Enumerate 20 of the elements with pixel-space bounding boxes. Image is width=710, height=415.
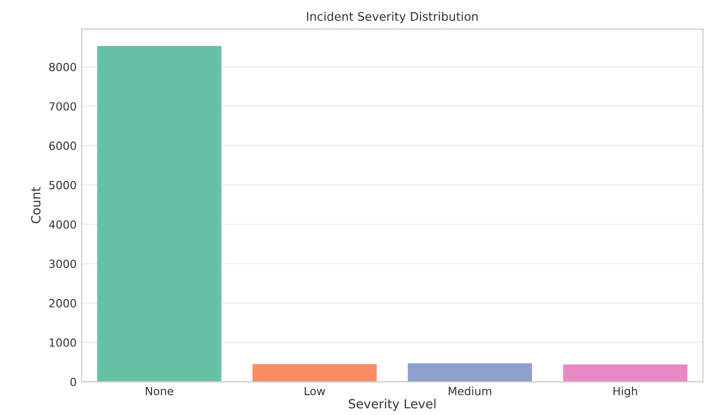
chart-title: Incident Severity Distribution	[307, 12, 478, 24]
y-tick-label: 2000	[49, 299, 76, 308]
x-tick-label: None	[146, 387, 174, 396]
y-tick-label: 0	[70, 378, 76, 386]
bar	[252, 364, 377, 382]
y-tick-label: 7000	[49, 102, 76, 111]
y-tick-label: 5000	[49, 180, 76, 190]
y-axis-title: Count	[31, 187, 41, 224]
bar	[97, 46, 222, 382]
x-tick-label: High	[614, 386, 638, 398]
bar	[408, 363, 532, 382]
x-tick-label: Medium	[448, 386, 492, 396]
y-tick-label: 4000	[49, 220, 76, 229]
y-tick-label: 6000	[49, 142, 76, 150]
y-tick-label: 1000	[50, 338, 76, 347]
x-tick-label: Low	[304, 387, 326, 396]
y-tick-label: 8000	[49, 62, 76, 72]
bar	[563, 364, 688, 382]
y-tick-label: 3000	[49, 260, 76, 268]
x-axis-title: Severity Level	[348, 398, 436, 411]
